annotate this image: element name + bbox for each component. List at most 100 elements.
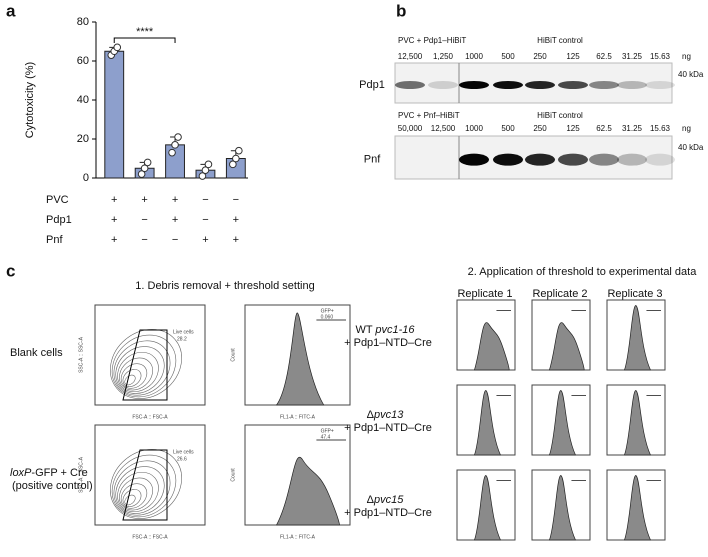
band: [428, 81, 458, 89]
condition-mark: −: [233, 194, 239, 206]
blot-sample: PVC + Pnf–HiBiT: [398, 111, 460, 120]
y-axis-label: SSC-A :: SSC-A: [78, 456, 84, 493]
strain-construct: + Pdp1–NTD–Cre: [344, 337, 432, 349]
x-axis-label: FL1-A :: FITC-A: [280, 414, 316, 420]
row-label: loxP-GFP + Cre (positive control): [10, 467, 93, 492]
lane-label: 125: [566, 124, 580, 133]
condition-mark: +: [202, 234, 208, 246]
band: [645, 153, 675, 166]
size-marker: 40 kDa: [678, 143, 704, 152]
blot-control: HiBiT control: [537, 36, 583, 45]
gate-label: Live cells: [173, 449, 194, 455]
condition-mark: +: [111, 214, 117, 226]
band: [558, 153, 588, 166]
data-point: [137, 170, 146, 178]
blot-sample: PVC + Pdp1–HiBiT: [398, 36, 466, 45]
gfp-value: 0.060: [321, 314, 334, 320]
strain-prefix: Δ: [367, 494, 375, 506]
gfp-value: 47.4: [321, 434, 331, 440]
panel-label: c: [6, 261, 15, 280]
lane-label: 31.25: [622, 52, 643, 61]
band: [617, 81, 647, 89]
row-label-part: loxP: [10, 467, 32, 479]
lane-label: 12,500: [398, 52, 423, 61]
lane-label: 15.63: [650, 124, 671, 133]
lane-label: 1,250: [433, 52, 454, 61]
strain-name: pvc13: [373, 409, 404, 421]
condition-name: Pdp1: [46, 214, 72, 226]
condition-name: PVC: [46, 194, 69, 206]
data-point: [143, 158, 152, 167]
data-point: [232, 154, 240, 163]
x-axis-label: FL1-A :: FITC-A: [280, 534, 316, 540]
y-tick-label: 0: [83, 172, 89, 184]
histogram: [623, 390, 652, 456]
data-point: [174, 133, 182, 141]
blot-control: HiBiT control: [537, 111, 583, 120]
row-label-part: Blank cells: [10, 347, 63, 359]
data-point: [229, 160, 237, 169]
gate-label: Live cells: [173, 329, 194, 335]
contour: [122, 489, 142, 507]
plot-frame: [94, 424, 206, 526]
histogram: [623, 475, 652, 541]
section-title: 2. Application of threshold to experimen…: [468, 266, 698, 278]
gfp-label: GFP+: [321, 428, 334, 434]
data-point: [168, 148, 176, 157]
row-label-part: -GFP + Cre: [31, 467, 87, 479]
contour: [117, 351, 159, 393]
lane-label: 500: [501, 124, 515, 133]
condition-mark: −: [141, 214, 147, 226]
lane-label: 12,500: [431, 124, 456, 133]
band: [617, 153, 647, 166]
data-point: [204, 160, 213, 169]
row-label: Blank cells: [10, 347, 63, 359]
contour: [124, 494, 136, 506]
data-point: [235, 146, 243, 155]
histogram: [473, 475, 502, 541]
gate: [122, 329, 168, 401]
contour: [111, 334, 177, 398]
lane-label: 62.5: [596, 52, 612, 61]
data-point: [113, 43, 122, 52]
gate-value: 28.2: [177, 336, 187, 342]
band: [589, 153, 619, 166]
histogram: [623, 305, 652, 371]
y-axis-label: SSC-A :: SSC-A: [78, 336, 84, 373]
histogram: [548, 390, 577, 456]
protein: Pnf: [364, 153, 381, 165]
condition-mark: +: [233, 214, 239, 226]
plot-frame: [94, 304, 206, 406]
strain-prefix: Δ: [367, 409, 375, 421]
significance: ****: [136, 26, 154, 38]
panel-label: b: [396, 1, 406, 20]
contour: [115, 466, 165, 514]
lane-label: 15.63: [650, 52, 671, 61]
x-axis-label: FSC-A :: FSC-A: [132, 414, 168, 420]
contour: [119, 477, 153, 511]
lane-label: 1000: [465, 124, 483, 133]
band: [395, 81, 425, 89]
condition-mark: +: [172, 194, 178, 206]
panel-label: a: [6, 1, 16, 20]
condition-name: Pnf: [46, 234, 63, 246]
histogram: [548, 322, 585, 371]
histogram: [275, 457, 340, 526]
y-axis-label: Count: [230, 348, 236, 362]
condition-mark: +: [233, 234, 239, 246]
bar: [104, 50, 125, 179]
y-axis-label: Count: [230, 468, 236, 482]
lane-label: 31.25: [622, 124, 643, 133]
band: [459, 81, 489, 89]
bar: [165, 144, 185, 179]
histogram: [473, 390, 502, 456]
histogram: [275, 312, 325, 406]
data-point: [198, 172, 207, 180]
protein: Pdp1: [359, 79, 385, 91]
contour: [119, 357, 153, 391]
y-tick-label: 80: [77, 16, 89, 28]
band: [493, 153, 523, 166]
size-marker: 40 kDa: [678, 70, 704, 79]
lane-label: 62.5: [596, 124, 612, 133]
